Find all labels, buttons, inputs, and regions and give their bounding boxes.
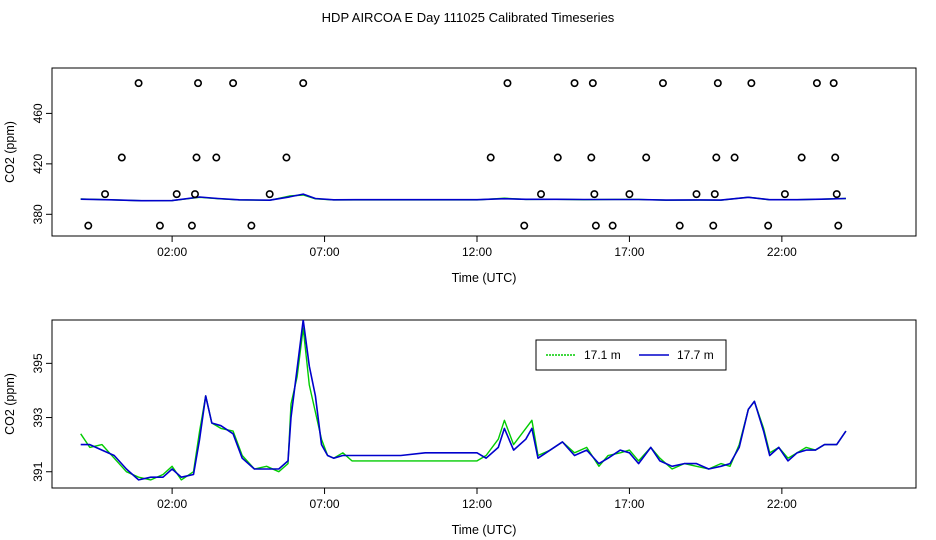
plot-frame [51, 67, 917, 237]
calibration-point [155, 221, 164, 230]
calibration-point [134, 79, 143, 88]
calibration-point [590, 190, 599, 199]
calibration-point [591, 221, 600, 230]
calibration-point [117, 153, 126, 162]
x-tick-label: 12:00 [462, 245, 492, 259]
calibration-point [764, 221, 773, 230]
calibration-point [265, 190, 274, 199]
x-axis-label: Time (UTC) [452, 271, 517, 285]
x-tick-label: 12:00 [462, 497, 492, 511]
calibration-point [282, 153, 291, 162]
calibration-point [675, 221, 684, 230]
calibration-point [247, 221, 256, 230]
calibration-point [747, 79, 756, 88]
calibration-point [194, 79, 203, 88]
calibration-point [212, 153, 221, 162]
x-axis-label: Time (UTC) [452, 523, 517, 537]
top-plot-calibrated-co2: 02:00 07:00 12:00 17:00 22:00 380 420 460 Time (… [3, 67, 917, 285]
x-tick-label: 07:00 [310, 245, 340, 259]
legend-label: 17.1 m [584, 348, 621, 362]
series-line-17-1-m [80, 327, 847, 481]
calibration-point [190, 190, 199, 199]
y-tick-label: 391 [31, 461, 45, 481]
calibration-point [229, 79, 238, 88]
x-tick-label: 02:00 [157, 245, 187, 259]
series-line-17-7-m [80, 193, 846, 202]
series-group [80, 320, 847, 481]
calibration-point [570, 79, 579, 88]
calibration-point [625, 190, 634, 199]
plot-frame [51, 319, 917, 489]
series-group [80, 193, 846, 202]
x-tick-label: 22:00 [767, 497, 797, 511]
x-tick-label: 02:00 [157, 497, 187, 511]
calibration-point [84, 221, 93, 230]
calibration-point [812, 79, 821, 88]
calibration-point [730, 153, 739, 162]
calibration-point [712, 153, 721, 162]
calibration-point [503, 79, 512, 88]
y-tick-label: 395 [31, 353, 45, 373]
calibration-point [588, 79, 597, 88]
calibration-point [834, 221, 843, 230]
chart-title: HDP AIRCOA E Day 111025 Calibrated Times… [322, 10, 615, 25]
calibration-point [486, 153, 495, 162]
x-tick-label: 17:00 [614, 245, 644, 259]
calibration-point [831, 153, 840, 162]
y-tick-label: 380 [31, 204, 45, 224]
calibration-point [101, 190, 110, 199]
calibration-point [537, 190, 546, 199]
calibration-point [642, 153, 651, 162]
calibration-point [710, 190, 719, 199]
calibration-point [587, 153, 596, 162]
legend-label: 17.7 m [677, 348, 714, 362]
calibration-point [797, 153, 806, 162]
y-axis-label: CO2 (ppm) [3, 121, 17, 183]
x-tick-label: 22:00 [767, 245, 797, 259]
x-tick-label: 07:00 [310, 497, 340, 511]
calibration-point [829, 79, 838, 88]
y-tick-label: 420 [31, 154, 45, 174]
calibration-point [709, 221, 718, 230]
calibration-point [832, 190, 841, 199]
legend: 17.1 m 17.7 m [535, 339, 727, 371]
calibration-point [658, 79, 667, 88]
calibration-point [172, 190, 181, 199]
calibration-point [192, 153, 201, 162]
x-tick-label: 17:00 [614, 497, 644, 511]
calibration-point [299, 79, 308, 88]
calibration-point [553, 153, 562, 162]
series-line-17-7-m [80, 320, 847, 481]
y-axis-label: CO2 (ppm) [3, 373, 17, 435]
calibration-point [520, 221, 529, 230]
bottom-plot-co2-two-heights: 02:00 07:00 12:00 17:00 22:00 391 393 395 Time (… [3, 319, 917, 537]
calibration-point [187, 221, 196, 230]
calibration-point [608, 221, 617, 230]
y-tick-label: 460 [31, 103, 45, 123]
calibration-point [713, 79, 722, 88]
calibration-point [692, 190, 701, 199]
y-tick-label: 393 [31, 407, 45, 427]
calibration-point [780, 190, 789, 199]
